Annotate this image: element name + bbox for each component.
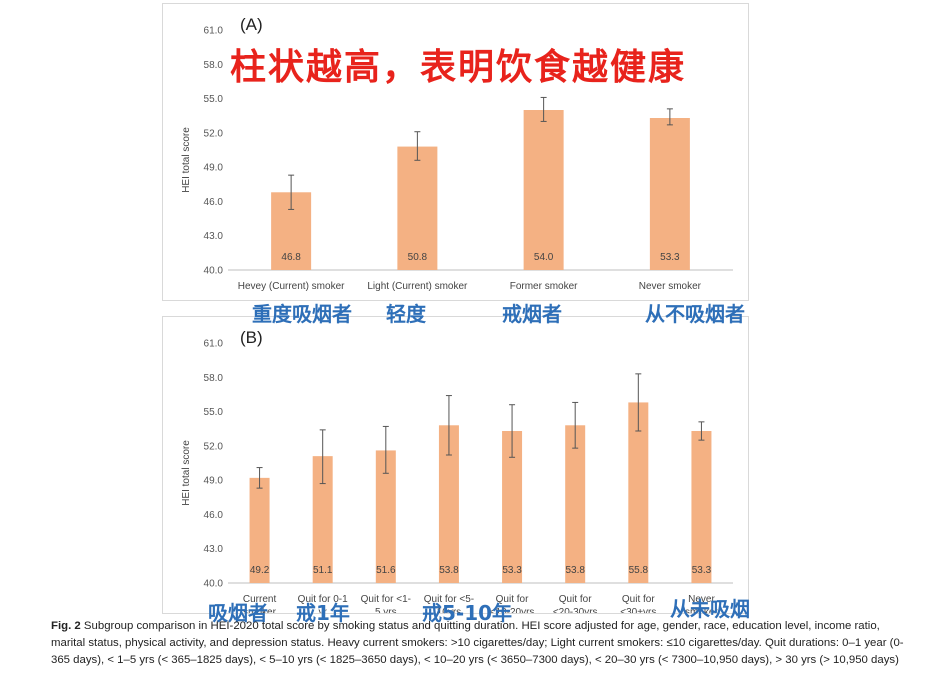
data-label: 54.0: [534, 252, 554, 263]
y-tick-label: 58.0: [204, 373, 224, 384]
y-tick-label: 55.0: [204, 94, 224, 105]
data-label: 51.1: [313, 565, 333, 576]
x-tick-label: Never: [688, 594, 715, 605]
x-tick-label: Quit for: [496, 594, 529, 605]
x-tick-label: yr: [319, 607, 328, 613]
y-tick-label: 61.0: [204, 339, 224, 350]
data-label: 53.8: [565, 565, 585, 576]
panel-label: (B): [240, 328, 263, 347]
y-tick-label: 52.0: [204, 128, 224, 139]
chart-a-svg: (A) HEI total score 40.0 43.0 46.0 49.0 52.0 55…: [181, 15, 733, 292]
bar: [249, 477, 270, 583]
data-label: 49.2: [250, 565, 270, 576]
data-label: 53.3: [692, 565, 712, 576]
data-label: 50.8: [408, 252, 428, 263]
panel-label: (A): [240, 15, 263, 34]
x-tick-label: Light (Current) smoker: [367, 281, 468, 292]
y-axis-label: HEI total score: [181, 440, 192, 506]
chart-b-svg: (B) HEI total score 40.0 43.0 46.0 49.0 52.0 55…: [181, 328, 733, 618]
bar: [397, 146, 438, 270]
x-tick-label: Quit for: [622, 594, 655, 605]
y-tick-label: 52.0: [204, 441, 224, 452]
x-tick-label: 5 yrs: [375, 607, 397, 613]
caption-text: Subgroup comparison in HEI-2020 total sc…: [51, 620, 904, 666]
x-tick-label: smoker: [243, 607, 276, 613]
y-tick-label: 43.0: [204, 231, 224, 242]
x-tick-label: smoker: [685, 607, 718, 613]
x-tick-label: Quit for 0-1: [298, 594, 348, 605]
x-tick-label: Current: [243, 594, 277, 605]
bar: [523, 110, 564, 270]
y-tick-label: 49.0: [204, 163, 224, 174]
caption-fig-label: Fig. 2: [51, 620, 81, 632]
bar: [628, 402, 649, 583]
annotation-quit-1yr: 戒1年: [296, 601, 350, 625]
bar: [375, 450, 396, 583]
x-tick-label: <30+yrs: [620, 607, 656, 613]
x-tick-label: Quit for <5-: [424, 594, 474, 605]
y-tick-label: 46.0: [204, 510, 224, 521]
y-tick-label: 43.0: [204, 544, 224, 555]
data-label: 51.6: [376, 565, 396, 576]
data-label: 53.8: [439, 565, 459, 576]
x-tick-label: Quit for: [559, 594, 592, 605]
annotation-never-smoker: 从不吸烟者: [645, 302, 745, 326]
y-tick-label: 61.0: [204, 26, 224, 37]
y-tick-label: 55.0: [204, 407, 224, 418]
chart-panel-a: (A) HEI total score 40.0 43.0 46.0 49.0 52.0 55…: [162, 3, 749, 301]
x-tick-label: Hevey (Current) smoker: [238, 281, 345, 292]
y-tick-label: 40.0: [204, 579, 224, 590]
bar: [565, 425, 586, 583]
annotation-current-smoker: 吸烟者: [208, 601, 268, 625]
y-tick-label: 58.0: [204, 60, 224, 71]
bar: [502, 431, 523, 583]
y-tick-label: 46.0: [204, 197, 224, 208]
annotation-former-smoker: 戒烟者: [502, 302, 562, 326]
annotation-heavy-smoker: 重度吸烟者: [252, 302, 352, 326]
x-tick-label: 10yrs: [437, 607, 461, 613]
x-tick-label: Quit for <1-: [361, 594, 411, 605]
bar: [312, 456, 333, 583]
chart-panel-b: (B) HEI total score 40.0 43.0 46.0 49.0 52.0 55…: [162, 316, 749, 618]
x-tick-label: Never smoker: [639, 281, 702, 292]
figure-caption: Fig. 2 Subgroup comparison in HEI-2020 t…: [51, 618, 911, 669]
data-label: 46.8: [281, 252, 301, 263]
data-label: 55.8: [629, 565, 649, 576]
bar: [691, 431, 712, 583]
y-axis-label: HEI total score: [181, 127, 192, 193]
data-label: 53.3: [502, 565, 522, 576]
annotation-light-smoker: 轻度: [386, 302, 426, 326]
x-tick-label: <10-20yrs: [490, 607, 535, 613]
headline-annotation: 柱状越高，表明饮食越健康: [230, 47, 687, 88]
bar: [438, 425, 459, 583]
bar: [649, 118, 690, 270]
y-tick-label: 40.0: [204, 266, 224, 277]
annotation-never-smoked: 从未吸烟: [670, 597, 750, 621]
x-tick-label: Former smoker: [510, 281, 578, 292]
data-label: 53.3: [660, 252, 680, 263]
y-tick-label: 49.0: [204, 476, 224, 487]
annotation-quit-5-10yr: 戒5-10年: [422, 601, 513, 625]
x-tick-label: <20-30yrs: [553, 607, 598, 613]
